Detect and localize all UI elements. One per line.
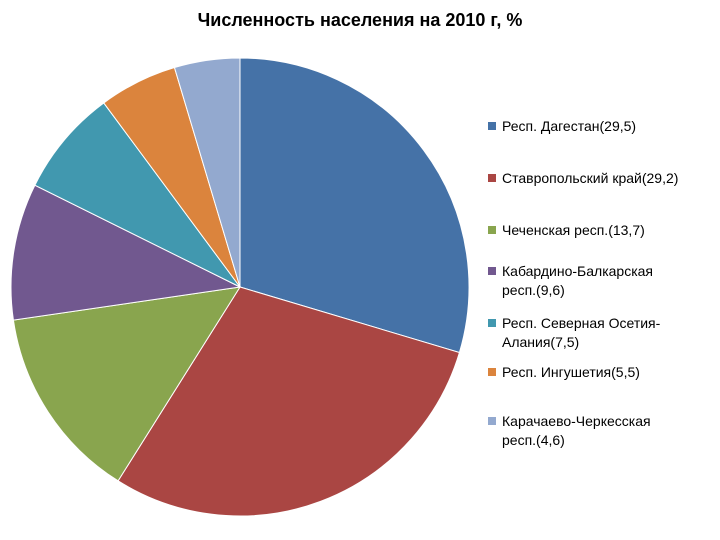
pie-slice-3 bbox=[12, 286, 242, 482]
chart-title: Численность населения на 2010 г, % bbox=[197, 10, 523, 30]
pie-slice-7 bbox=[173, 57, 241, 288]
pie-slice-5 bbox=[34, 102, 241, 288]
legend-item-7: Карачаево-Черкесская респ.(4,6) bbox=[488, 412, 713, 450]
legend-swatch bbox=[488, 122, 496, 130]
legend-item-4: Кабардино-Балкарская респ.(9,6) bbox=[488, 262, 713, 300]
legend-swatch bbox=[488, 226, 496, 234]
legend-label: Ставропольский край(29,2) bbox=[502, 170, 679, 186]
legend-label: Карачаево-Черкесская респ.(4,6) bbox=[502, 413, 651, 448]
legend-swatch bbox=[488, 174, 496, 182]
legend-swatch bbox=[488, 417, 496, 425]
pie-slice-2 bbox=[117, 286, 461, 517]
legend-label: Респ. Северная Осетия-Алания(7,5) bbox=[502, 315, 661, 350]
legend-item-5: Респ. Северная Осетия-Алания(7,5) bbox=[488, 314, 713, 352]
legend-swatch bbox=[488, 368, 496, 376]
legend-item-6: Респ. Ингушетия(5,5) bbox=[488, 363, 713, 382]
pie-slice-1 bbox=[239, 57, 470, 354]
legend-label: Чеченская респ.(13,7) bbox=[502, 222, 645, 238]
legend-swatch bbox=[488, 319, 496, 327]
legend-label: Кабардино-Балкарская респ.(9,6) bbox=[502, 263, 654, 298]
legend-item-1: Респ. Дагестан(29,5) bbox=[488, 117, 713, 136]
pie-slice-4 bbox=[10, 184, 242, 321]
legend-label: Респ. Ингушетия(5,5) bbox=[502, 364, 640, 380]
legend-label: Респ. Дагестан(29,5) bbox=[502, 118, 637, 134]
legend-item-3: Чеченская респ.(13,7) bbox=[488, 221, 713, 240]
legend-swatch bbox=[488, 267, 496, 275]
legend-item-2: Ставропольский край(29,2) bbox=[488, 169, 713, 188]
